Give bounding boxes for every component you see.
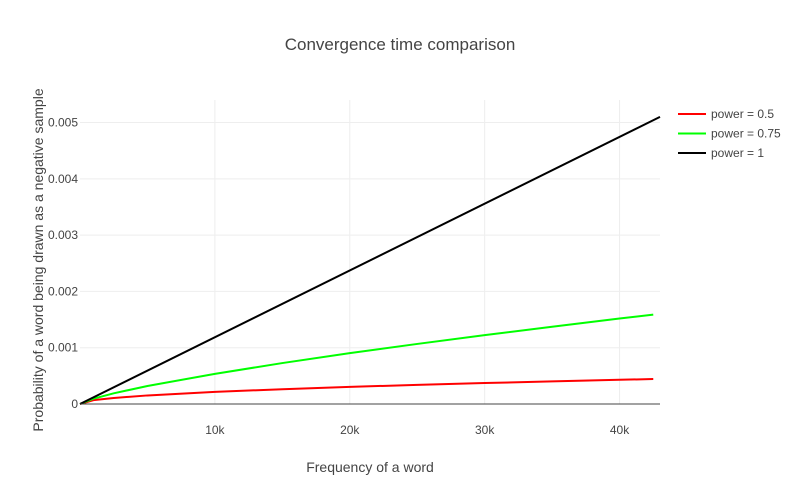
y-tick-label: 0.003 — [48, 228, 78, 242]
legend-label: power = 0.5 — [711, 107, 774, 121]
grid-lines — [80, 100, 660, 404]
series-lines — [79, 115, 661, 405]
x-tick-label: 20k — [340, 423, 360, 437]
series-line-0 — [79, 378, 654, 405]
x-axis-title: Frequency of a word — [306, 459, 434, 475]
y-axis-title: Probability of a word being drawn as a n… — [30, 88, 46, 431]
axes: 10k 20k 30k 40k 0 0.001 0.002 0.003 0.004 0.005 — [48, 116, 660, 437]
x-tick-label: 30k — [475, 423, 495, 437]
x-tick-label: 10k — [205, 423, 225, 437]
y-tick-label: 0.004 — [48, 172, 78, 186]
x-tick-label: 40k — [610, 423, 630, 437]
series-line-1 — [79, 313, 654, 405]
series-line-2 — [79, 115, 661, 405]
legend-label: power = 0.75 — [711, 127, 781, 141]
legend-label: power = 1 — [711, 146, 764, 160]
y-tick-label: 0.001 — [48, 341, 78, 355]
y-tick-label: 0.002 — [48, 284, 78, 298]
chart-title: Convergence time comparison — [285, 35, 516, 54]
legend: power = 0.5 power = 0.75 power = 1 — [678, 107, 781, 160]
y-tick-label: 0.005 — [48, 116, 78, 130]
y-tick-label: 0 — [71, 397, 78, 411]
